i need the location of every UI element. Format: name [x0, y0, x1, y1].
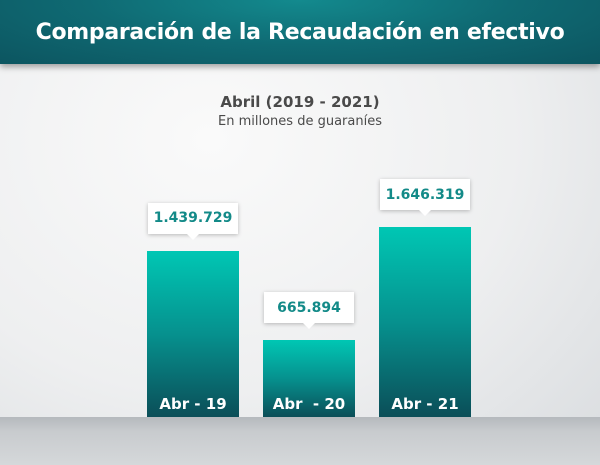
bar-2: Abr - 21 [379, 227, 471, 417]
chart-title: Comparación de la Recaudación en efectiv… [35, 19, 565, 45]
chart-subtitle: Abril (2019 - 2021) [220, 93, 380, 111]
header-banner: Comparación de la Recaudación en efectiv… [0, 0, 600, 64]
data-label: 665.894 [264, 292, 354, 330]
data-label: 1.646.319 [380, 179, 470, 216]
category-label: Abr - 19 [159, 394, 227, 413]
bar-1: Abr - 20 [263, 340, 355, 417]
data-label: 1.439.729 [148, 202, 238, 240]
bar-0: Abr - 19 [147, 250, 239, 417]
category-label: Abr - 21 [391, 395, 459, 413]
floor [0, 417, 600, 465]
chart-units: En millones de guaraníes [218, 114, 382, 129]
category-label: Abr - 20 [272, 394, 346, 413]
